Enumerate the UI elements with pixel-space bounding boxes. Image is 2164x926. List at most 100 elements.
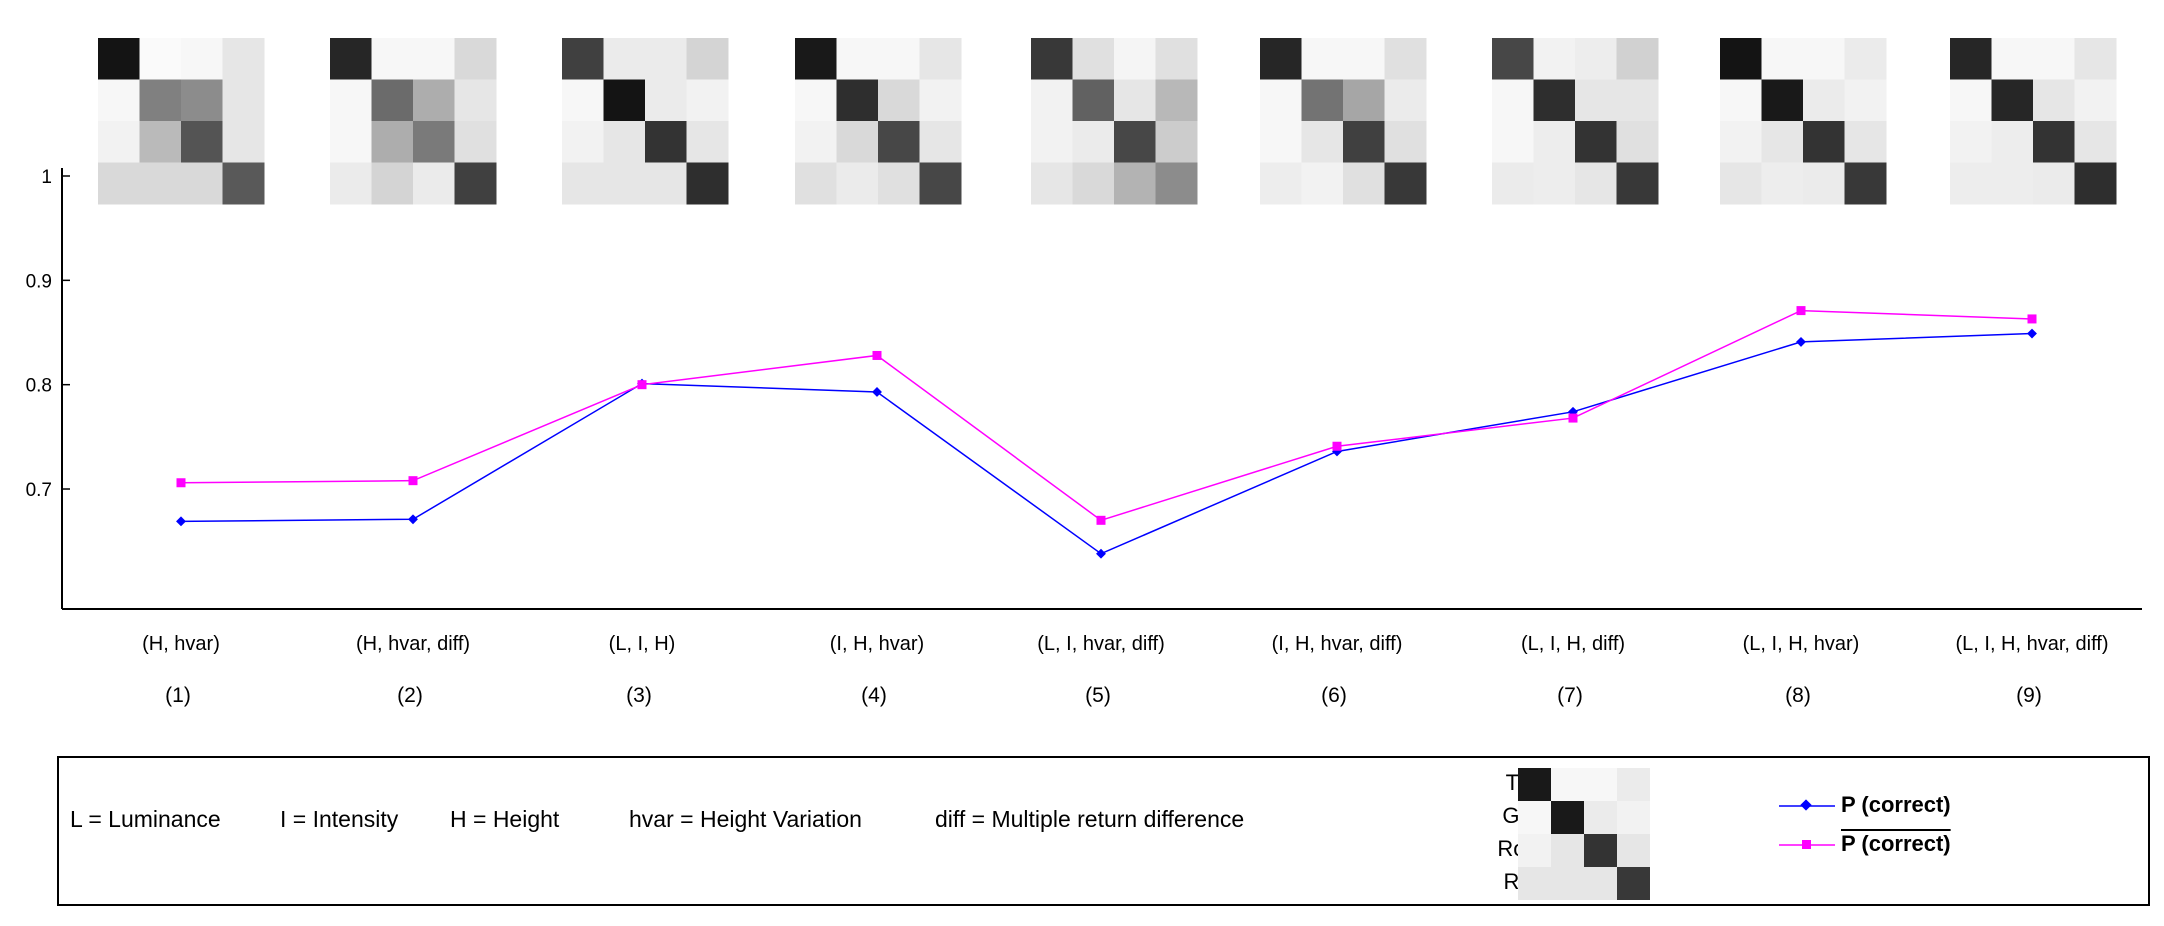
matrix-cell bbox=[686, 38, 729, 80]
data-point bbox=[2027, 314, 2037, 324]
matrix-cell bbox=[1617, 867, 1650, 900]
matrix-cell bbox=[139, 38, 182, 80]
matrix-cell bbox=[1761, 162, 1804, 205]
matrix-cell bbox=[2033, 79, 2075, 122]
legend-abbr-luminance: L = Luminance bbox=[70, 806, 221, 832]
matrix-cell bbox=[1343, 121, 1385, 163]
matrix-cell bbox=[1260, 38, 1302, 80]
matrix-cell bbox=[1950, 162, 1992, 205]
matrix-cell bbox=[98, 121, 140, 163]
x-index-label: (9) bbox=[2016, 684, 2042, 707]
confusion-matrix bbox=[562, 38, 729, 205]
matrix-cell bbox=[1584, 801, 1618, 835]
data-point bbox=[1796, 306, 1806, 316]
matrix-cell bbox=[1584, 867, 1618, 900]
matrix-cell bbox=[1991, 79, 2034, 122]
matrix-cell bbox=[1584, 768, 1618, 802]
confusion-matrix bbox=[1720, 38, 1887, 205]
matrix-cell bbox=[1384, 121, 1427, 163]
data-point bbox=[408, 514, 418, 525]
matrix-cell bbox=[371, 79, 414, 122]
matrix-cell bbox=[1301, 79, 1344, 122]
legend-series-p: P (correct) bbox=[1841, 792, 1951, 817]
x-category-label: (L, I, H, hvar) bbox=[1743, 633, 1860, 655]
matrix-cell bbox=[330, 162, 372, 205]
matrix-cell bbox=[1761, 121, 1804, 163]
y-tick-label: 0.7 bbox=[26, 480, 52, 501]
data-point bbox=[1096, 548, 1106, 559]
data-point bbox=[872, 387, 882, 397]
matrix-cell bbox=[1031, 162, 1073, 205]
matrix-cell bbox=[222, 162, 265, 205]
matrix-cell bbox=[1260, 121, 1302, 163]
matrix-cell bbox=[139, 121, 182, 163]
matrix-cell bbox=[1343, 38, 1385, 80]
legend-abbr-hvar: hvar = Height Variation bbox=[629, 806, 862, 832]
matrix-cell bbox=[645, 79, 687, 122]
matrix-cell bbox=[1114, 79, 1156, 122]
matrix-cell bbox=[1844, 162, 1887, 205]
matrix-cell bbox=[413, 162, 455, 205]
legend-series-markers bbox=[1779, 799, 1835, 849]
matrix-cell bbox=[1492, 79, 1534, 122]
matrix-cell bbox=[1301, 162, 1344, 205]
matrix-cell bbox=[603, 79, 646, 122]
matrix-cell bbox=[1072, 162, 1115, 205]
matrix-cell bbox=[1518, 768, 1552, 802]
matrix-cell bbox=[1584, 834, 1618, 868]
y-ticks: 0.7 0.8 0.9 1 bbox=[26, 167, 70, 501]
matrix-cell bbox=[1803, 121, 1845, 163]
matrix-cell bbox=[919, 121, 962, 163]
chart-area: 0.7 0.8 0.9 1 (H, hvar) (1) (H, hvar, diff) (2… bbox=[26, 38, 2142, 707]
matrix-cell bbox=[1492, 121, 1534, 163]
matrix-cell bbox=[1803, 79, 1845, 122]
matrix-cell bbox=[645, 38, 687, 80]
matrix-cell bbox=[919, 79, 962, 122]
matrix-cell bbox=[1575, 38, 1617, 80]
matrix-cell bbox=[2074, 121, 2117, 163]
matrix-cell bbox=[878, 121, 920, 163]
matrix-cell bbox=[98, 38, 140, 80]
legend-marker-p bbox=[1800, 799, 1812, 811]
matrix-cell bbox=[1072, 38, 1115, 80]
confusion-matrix bbox=[330, 38, 497, 205]
legend-series-pbar: P (correct) bbox=[1841, 831, 1951, 856]
matrix-cell bbox=[1343, 79, 1385, 122]
matrix-cell bbox=[1031, 79, 1073, 122]
matrix-cell bbox=[1155, 38, 1198, 80]
matrix-cell bbox=[878, 38, 920, 80]
matrix-cell bbox=[1301, 38, 1344, 80]
matrix-cell bbox=[603, 121, 646, 163]
matrix-cell bbox=[222, 121, 265, 163]
matrix-cell bbox=[1803, 38, 1845, 80]
matrix-cell bbox=[1720, 79, 1762, 122]
matrix-cell bbox=[1551, 768, 1585, 802]
matrix-cell bbox=[181, 121, 223, 163]
x-category-label: (L, I, H) bbox=[609, 633, 676, 655]
x-category-label: (I, H, hvar, diff) bbox=[1272, 633, 1403, 655]
matrix-cell bbox=[1616, 162, 1659, 205]
matrix-cell bbox=[686, 79, 729, 122]
data-point bbox=[637, 380, 647, 390]
data-point bbox=[176, 478, 186, 488]
matrix-cell bbox=[413, 38, 455, 80]
matrix-cell bbox=[1533, 38, 1576, 80]
x-index-label: (8) bbox=[1785, 684, 1811, 707]
matrix-cell bbox=[686, 121, 729, 163]
matrix-cell bbox=[1551, 867, 1585, 900]
matrix-cell bbox=[878, 79, 920, 122]
matrix-cell bbox=[2033, 38, 2075, 80]
series-lines bbox=[176, 306, 2037, 559]
matrix-cell bbox=[1617, 768, 1650, 802]
matrix-cell bbox=[1114, 121, 1156, 163]
matrix-cell bbox=[330, 121, 372, 163]
matrix-cell bbox=[98, 162, 140, 205]
matrix-cell bbox=[1260, 162, 1302, 205]
matrix-cell bbox=[1551, 834, 1585, 868]
matrix-cell bbox=[1492, 38, 1534, 80]
legend-box: L = Luminance I = Intensity H = Height h… bbox=[57, 756, 2150, 906]
data-point bbox=[1332, 441, 1342, 451]
confusion-matrix bbox=[1031, 38, 1198, 205]
matrix-cell bbox=[139, 79, 182, 122]
matrix-cell bbox=[1518, 801, 1552, 835]
